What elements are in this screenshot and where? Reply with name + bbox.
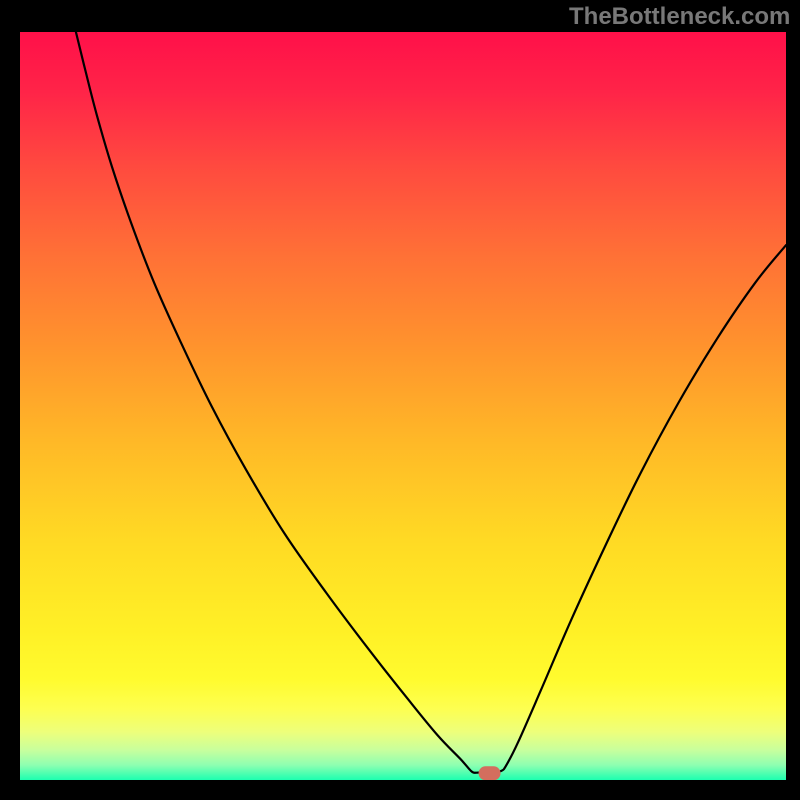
watermark-text: TheBottleneck.com	[569, 3, 790, 31]
frame-border	[0, 0, 20, 800]
optimal-marker	[479, 766, 501, 780]
bottleneck-curve	[76, 32, 786, 773]
chart-svg	[0, 0, 800, 800]
frame-border	[0, 780, 800, 800]
frame-border	[786, 0, 800, 800]
